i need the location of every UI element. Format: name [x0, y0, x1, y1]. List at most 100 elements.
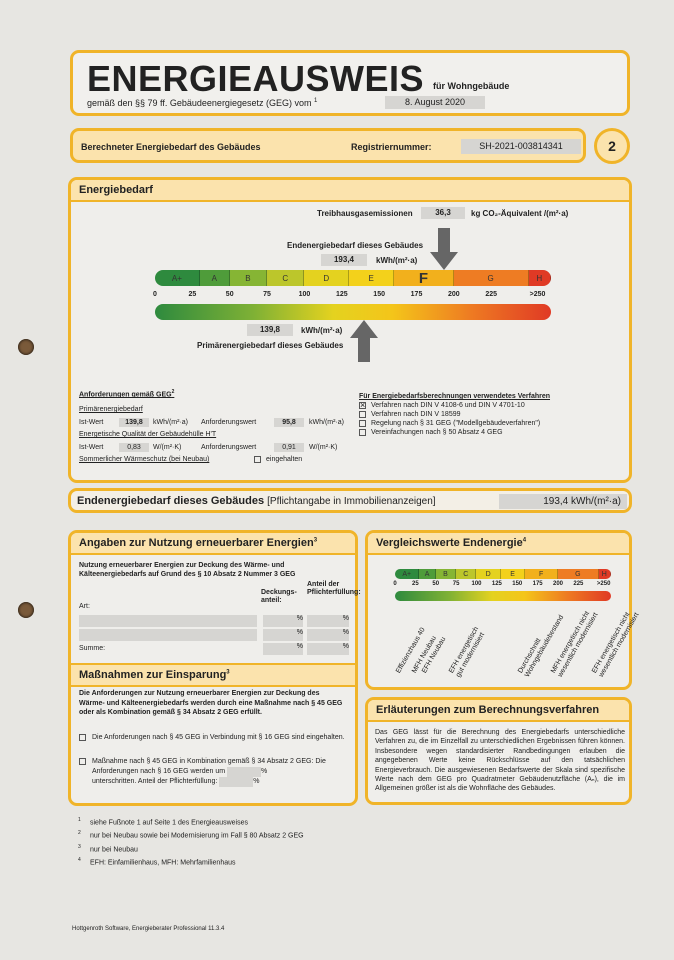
method-option[interactable]: Regelung nach § 31 GEG ("Modellgebäudeve… — [359, 419, 550, 428]
duty-input[interactable]: % — [307, 629, 349, 641]
art-input[interactable] — [79, 629, 257, 641]
savings-option-2[interactable]: Maßnahme nach § 45 GEG in Kombination ge… — [79, 757, 347, 787]
end-energy-row: Endenergiebedarf dieses Gebäudes [Pflich… — [68, 488, 632, 513]
energy-demand-box: Energiebedarf Treibhausgasemissionen 36,… — [68, 177, 632, 483]
comparison-ticks: 0 25 50 75 100 125 150 175 200 225 >250 — [393, 581, 611, 589]
savings-title: Maßnahmen zur Einsparung3 — [71, 663, 355, 687]
share-input[interactable]: % — [263, 629, 303, 641]
option-2-duty-label: unterschritten. Anteil der Pflichterfüll… — [92, 778, 218, 785]
explanation-text: Das GEG lässt für die Berechnung des Ene… — [375, 729, 625, 793]
ghg-value: 36,3 — [421, 207, 465, 219]
method-option[interactable]: × Verfahren nach DIN V 4108-6 und DIN V 4… — [359, 399, 525, 410]
duty-input[interactable]: % — [307, 615, 349, 627]
efficiency-scale: A+ A B C D E F G H — [155, 270, 551, 286]
col-art: Art: — [79, 603, 90, 610]
class-G-segment: G — [453, 270, 529, 286]
kept-checkbox[interactable]: eingehalten — [254, 455, 302, 464]
checkbox[interactable]: × — [359, 399, 366, 410]
tick-label: 25 — [188, 291, 197, 298]
methods-title: Für Energiebedarfsberechnungen verwendet… — [359, 393, 551, 400]
footnote: 3 nur bei Neubau — [78, 843, 138, 853]
scale-ticks: 0 25 50 75 100 125 150 175 200 225 >250 — [153, 291, 551, 301]
unit: kWh/(m²·a) — [309, 419, 344, 427]
tick-label: >250 — [596, 581, 611, 587]
savings-intro: Die Anforderungen zur Nutzung erneuerbar… — [79, 690, 343, 716]
end-energy-row-value: 193,4 kWh/(m²·a) — [499, 494, 627, 509]
checkbox[interactable] — [359, 428, 366, 436]
tick-label: 75 — [263, 291, 271, 298]
comparison-scale: A+ A B C D E F G H — [395, 569, 611, 579]
issue-date: 8. August 2020 — [385, 96, 485, 109]
explanation-title: Erläuterungen zum Berechnungsverfahren — [368, 700, 629, 722]
method-option[interactable]: Vereinfachungen nach § 50 Absatz 4 GEG — [359, 428, 550, 437]
comparison-gradient-bar — [395, 591, 611, 601]
primary-energy-unit: kWh/(m²·a) — [301, 326, 343, 335]
primary-energy-arrow-icon — [349, 320, 378, 362]
primary-energy-gradient-bar — [155, 304, 551, 320]
methods: Für Energiebedarfsberechnungen verwendet… — [359, 392, 550, 437]
ist-label: Ist-Wert — [79, 444, 104, 452]
law-line: gemäß den §§ 79 ff. Gebäudeenergiegesetz… — [87, 98, 317, 108]
tick-label: 225 — [485, 291, 498, 298]
anf-primary-value: 95,8 — [274, 418, 304, 428]
tick-label: 50 — [225, 291, 234, 298]
comparison-title: Vergleichswerte Endenergie4 — [368, 533, 629, 555]
end-energy-arrow-icon — [430, 228, 458, 270]
duty-input[interactable]: % — [307, 643, 349, 655]
explanation-box: Erläuterungen zum Berechnungsverfahren D… — [365, 697, 632, 805]
checkbox[interactable] — [359, 419, 366, 427]
end-energy-label: Endenergiebedarf dieses Gebäudes — [287, 241, 424, 250]
punch-hole — [18, 339, 34, 355]
end-energy-value: 193,4 — [321, 254, 367, 266]
ist-envelope-value: 0,83 — [119, 443, 149, 453]
ghg-label: Treibhausgasemissionen — [317, 209, 413, 218]
summer-protection-label: Sommerlicher Wärmeschutz (bei Neubau) — [79, 456, 210, 464]
class-C-segment: C — [267, 270, 305, 286]
unit: W/(m²·K) — [309, 444, 338, 452]
comparison-reference-label: EFH energetisch gut modernisiert — [448, 625, 487, 679]
share-input[interactable]: % — [263, 615, 303, 627]
page-number: 2 — [594, 128, 630, 164]
class-B-segment: B — [229, 270, 268, 286]
tick-label: >250 — [529, 291, 546, 298]
software-credit: Hottgenroth Software, Energieberater Pro… — [72, 926, 225, 932]
tick-label: 175 — [532, 581, 543, 587]
method-option[interactable]: Verfahren nach DIN V 18599 — [359, 410, 550, 419]
tick-label: 150 — [373, 291, 385, 298]
document-title: ENERGIEAUSWEIS — [87, 58, 425, 99]
tick-label: 100 — [471, 581, 482, 587]
ist-label: Ist-Wert — [79, 419, 104, 427]
col-duty: Anteil der Pflichterfüllung: — [307, 581, 361, 596]
class-A+-segment: A+ — [155, 270, 200, 286]
class-D-segment: D — [304, 270, 350, 286]
envelope-heading: Energetische Qualität der Gebäudehülle H… — [79, 431, 217, 439]
building-type: für Wohngebäude — [433, 81, 510, 91]
class-A-segment: A — [419, 569, 436, 579]
class-C-segment: C — [456, 569, 477, 579]
share-input[interactable]: % — [263, 643, 303, 655]
class-H-segment: H — [598, 569, 611, 579]
tick-label: 100 — [298, 291, 311, 298]
footnote: 2 nur bei Neubau sowie bei Modernisierung… — [78, 830, 304, 840]
unit: kWh/(m²·a) — [153, 419, 188, 427]
renewable-title: Angaben zur Nutzung erneuerbarer Energie… — [71, 533, 355, 555]
checkbox[interactable] — [359, 410, 366, 418]
tick-label: 150 — [512, 581, 523, 587]
class-A-segment: A — [199, 270, 230, 286]
tick-label: 225 — [573, 581, 584, 587]
anf-label: Anforderungswert — [201, 419, 257, 427]
unit: W/(m²·K) — [153, 444, 182, 452]
class-H-segment: H — [528, 270, 551, 286]
class-A+-segment: A+ — [395, 569, 420, 579]
tick-label: 125 — [491, 581, 502, 587]
savings-option-1[interactable]: Die Anforderungen nach § 45 GEG in Verbi… — [79, 733, 347, 743]
law-text: gemäß den §§ 79 ff. Gebäudeenergiegesetz… — [87, 98, 312, 108]
kept-label: eingehalten — [266, 456, 303, 464]
registration-label: Registriernummer: — [351, 142, 432, 152]
section-title: Berechneter Energiebedarf des Gebäudes — [81, 142, 261, 152]
option-2-label: Maßnahme nach § 45 GEG in Kombination ge… — [92, 758, 326, 775]
ghg-unit: kg CO₂-Äquivalent /(m²·a) — [471, 209, 569, 218]
renewable-box: Angaben zur Nutzung erneuerbarer Energie… — [68, 530, 361, 806]
art-input[interactable] — [79, 615, 257, 627]
primary-heading: Primärenergiebedarf — [79, 406, 143, 414]
